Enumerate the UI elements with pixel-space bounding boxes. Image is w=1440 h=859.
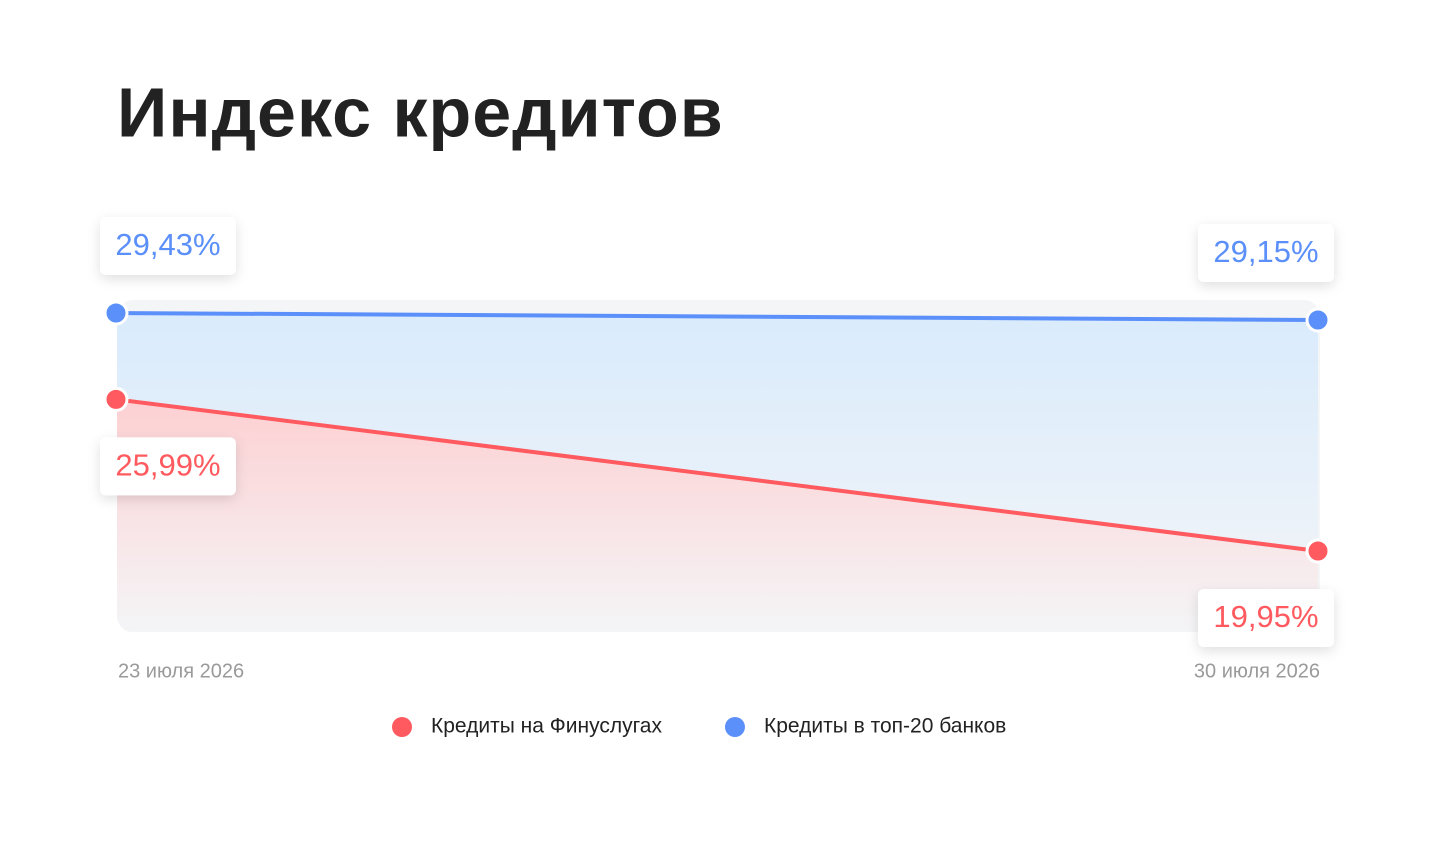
- line: [115, 397, 1319, 553]
- chart-title: Индекс кредитов: [117, 73, 724, 151]
- legend-marker: [392, 717, 412, 737]
- x-tick-label: 30 июля 2026: [1194, 660, 1320, 682]
- value-label-box: [100, 437, 236, 496]
- point: [103, 386, 129, 412]
- foreground: 25,99% 19,95% 29,43% 29,15% 23 июля 2026 30 и…: [100, 217, 1334, 738]
- point: [1305, 538, 1331, 564]
- value-label-box: [1198, 224, 1334, 283]
- value-label: 19,95%: [1213, 599, 1318, 634]
- legend-marker: [724, 717, 745, 737]
- value-label: 29,43%: [115, 227, 220, 262]
- area: [117, 399, 1318, 632]
- point: [103, 300, 129, 326]
- legend-label: Кредиты на Финуслугах: [431, 715, 662, 738]
- value-label-box: [1198, 589, 1334, 647]
- line: [115, 311, 1319, 323]
- value-label: 25,99%: [115, 448, 220, 483]
- areas: [117, 313, 1318, 632]
- point: [1305, 307, 1331, 333]
- legend-label: Кредиты в топ-20 банков: [764, 715, 1006, 738]
- value-label: 29,15%: [1213, 234, 1318, 269]
- x-tick-label: 23 июля 2026: [118, 660, 244, 682]
- value-label-box: [100, 217, 236, 275]
